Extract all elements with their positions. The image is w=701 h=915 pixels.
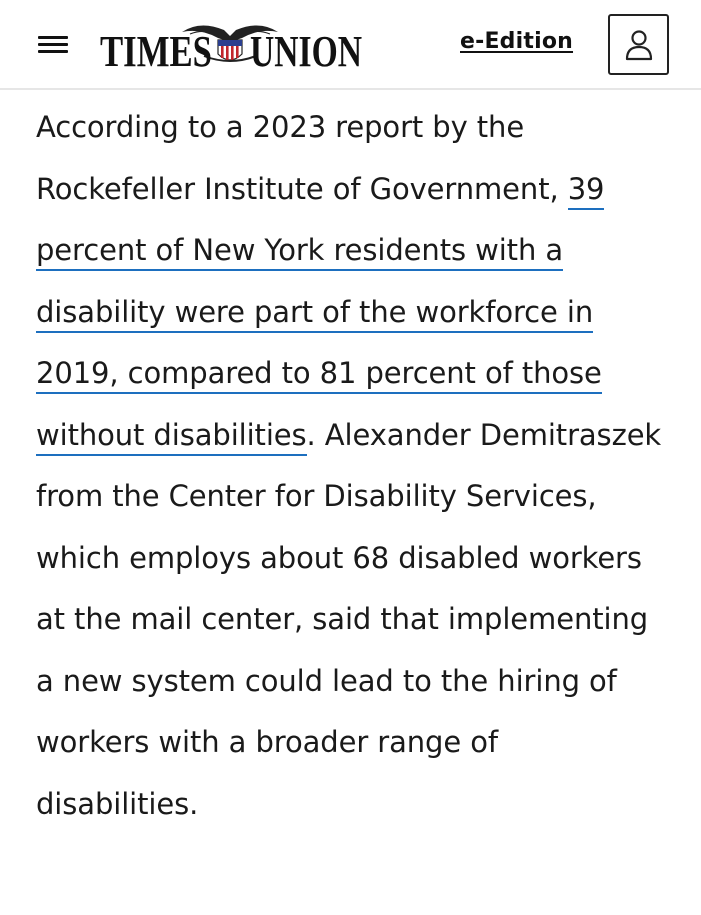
article-paragraph: According to a 2023 report by the Rockef… xyxy=(36,97,666,835)
user-icon xyxy=(625,30,653,61)
logo-union-text: UNION xyxy=(250,27,362,72)
hamburger-menu-icon[interactable] xyxy=(38,34,68,56)
paragraph-text-start: According to a 2023 report by the Rockef… xyxy=(36,110,568,206)
site-header: TIMES UNION e-Edition xyxy=(0,0,701,90)
times-union-logo[interactable]: TIMES UNION xyxy=(100,20,362,72)
account-button[interactable] xyxy=(608,14,669,75)
eagle-emblem-icon xyxy=(182,25,278,62)
e-edition-link[interactable]: e-Edition xyxy=(460,29,574,54)
logo-times-text: TIMES xyxy=(100,27,212,72)
rockefeller-report-link[interactable]: 39 percent of New York residents with a … xyxy=(36,171,605,456)
paragraph-text-end: . Alexander Demitraszek from the Center … xyxy=(36,417,662,821)
